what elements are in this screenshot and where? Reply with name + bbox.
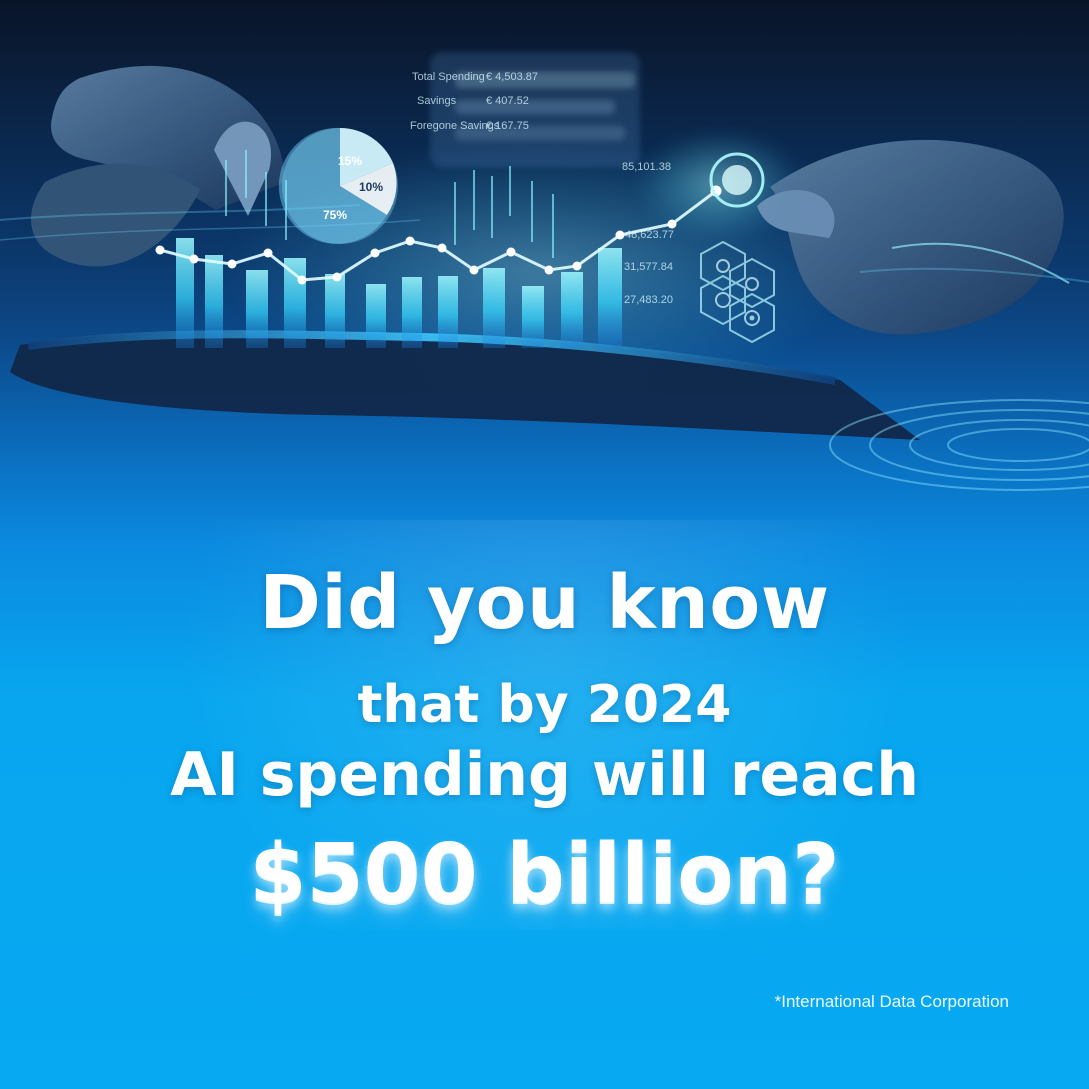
trend-point-12 (544, 265, 554, 275)
bar-4 (284, 258, 306, 348)
trend-point-3 (227, 259, 237, 269)
highlight-ring (709, 152, 765, 208)
trend-line (155, 185, 722, 285)
trend-point-7 (370, 248, 380, 258)
bar-1 (176, 238, 194, 348)
trend-path (159, 189, 717, 282)
candlestick-lines (225, 150, 554, 258)
label-savings: Savings (417, 95, 457, 107)
bar-3 (246, 270, 268, 348)
pie-slice-top (340, 128, 393, 186)
value-lower: 31,577.84 (624, 261, 673, 273)
headline-line-2: that by 2024 (357, 675, 732, 735)
headline-line-1: Did you know (259, 560, 830, 646)
target-center-icon (749, 315, 755, 321)
overlay-stats: Total Spending € 4,503.87 Savings € 407.… (410, 71, 674, 306)
bar-9 (483, 268, 505, 348)
pie-label-bottom: 75% (323, 208, 347, 222)
trend-point-14 (615, 230, 625, 240)
trend-point-9 (437, 243, 447, 253)
people-icon (715, 292, 731, 308)
trend-point-15 (667, 219, 677, 229)
value-mid: 48,623.77 (625, 229, 674, 241)
data-visual-hero: Total Spending € 4,503.87 Savings € 407.… (0, 0, 1089, 560)
gear-icon-2 (745, 277, 759, 291)
value-foregone-savings: € 167.75 (486, 120, 529, 132)
source-note: *International Data Corporation (774, 992, 1009, 1011)
trend-point-5 (297, 275, 307, 285)
value-bottom: 27,483.20 (624, 294, 673, 306)
bar-10 (522, 286, 544, 348)
pie-chart-graphic: 15% 10% 75% (278, 127, 398, 244)
chart-bars (176, 238, 622, 348)
trend-point-6 (332, 272, 342, 282)
trend-point-13 (572, 261, 582, 271)
gear-icon (716, 259, 730, 273)
analytics-icons-cluster (700, 240, 775, 344)
background-glow-lines (0, 204, 1089, 283)
hex-icon-2 (729, 257, 775, 309)
trend-point-4 (263, 248, 273, 258)
hex-icon-1 (700, 240, 746, 292)
headline-line-4: $500 billion? (249, 827, 840, 922)
bar-6 (366, 284, 386, 348)
trend-point-8 (405, 236, 415, 246)
bar-7 (402, 277, 422, 348)
trend-point-2 (189, 254, 199, 264)
trend-point-10 (469, 265, 479, 275)
hex-icon-4 (729, 292, 775, 344)
label-total-spending: Total Spending (412, 71, 485, 83)
value-savings: € 407.52 (486, 95, 529, 107)
pie-slice-bottom (278, 127, 387, 244)
bar-11 (561, 272, 583, 348)
bar-12 (598, 248, 622, 348)
headline-line-3: AI spending will reach (170, 740, 919, 810)
value-total-spending: € 4,503.87 (486, 71, 538, 83)
bar-8 (438, 276, 458, 348)
pie-slice-right (340, 163, 397, 215)
pie-label-right: 10% (359, 180, 383, 194)
hex-icon-3 (700, 274, 746, 326)
pie-label-top: 15% (338, 154, 362, 168)
wave-rings (829, 399, 1089, 491)
target-icon (744, 310, 760, 326)
bar-5 (325, 274, 345, 348)
value-top: 85,101.38 (622, 161, 671, 173)
label-foregone-savings: Foregone Savings (410, 120, 500, 132)
trend-point-1 (155, 245, 165, 255)
trend-point-11 (506, 247, 516, 257)
bar-2 (205, 255, 223, 348)
